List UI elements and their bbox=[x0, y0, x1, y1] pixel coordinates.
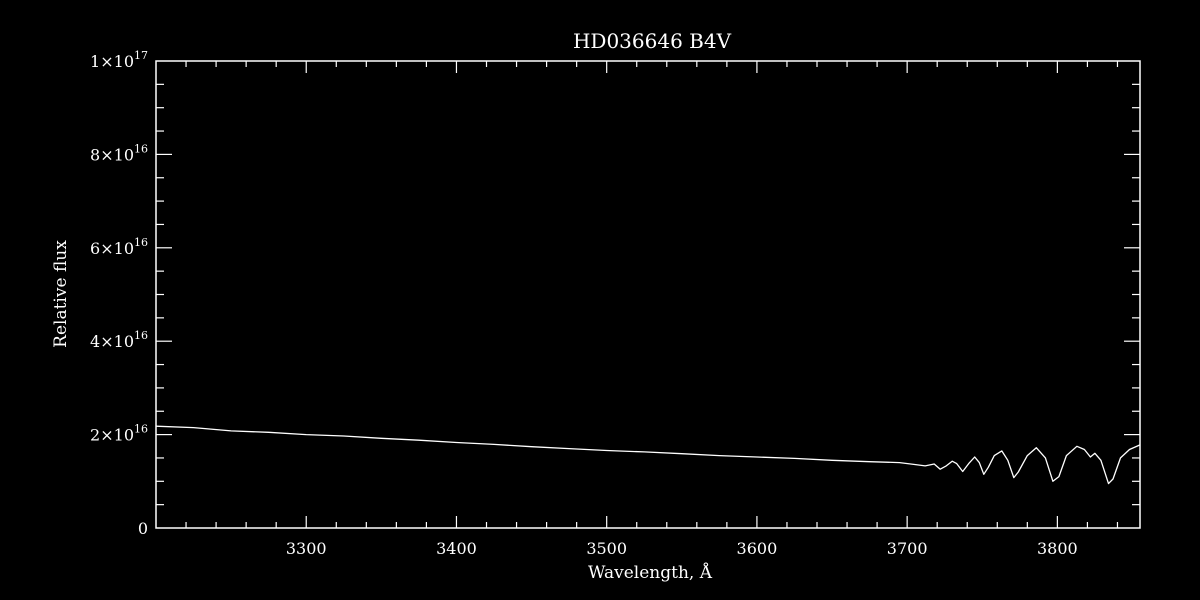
x-tick-label: 3300 bbox=[286, 539, 327, 558]
y-tick-labels: 0 2×1016 4×1016 6×1016 8×1016 1×1017 bbox=[90, 49, 148, 538]
x-tick-label: 3500 bbox=[586, 539, 627, 558]
y-tick-label: 2×1016 bbox=[90, 423, 148, 445]
spectrum-line bbox=[155, 425, 1141, 485]
chart-title: HD036646 B4V bbox=[573, 29, 732, 53]
y-tick-label: 6×1016 bbox=[90, 236, 148, 258]
y-tick-label: 0 bbox=[138, 519, 148, 538]
y-axis-label: Relative flux bbox=[51, 240, 71, 348]
y-tick-label: 8×1016 bbox=[90, 142, 148, 164]
axis-ticks bbox=[156, 61, 1140, 528]
x-axis-label: Wavelength, Å bbox=[588, 562, 713, 583]
x-tick-label: 3800 bbox=[1037, 539, 1078, 558]
y-tick-label: 4×1016 bbox=[90, 329, 148, 351]
x-tick-label: 3400 bbox=[436, 539, 477, 558]
x-tick-label: 3600 bbox=[737, 539, 778, 558]
series-group bbox=[155, 425, 1141, 485]
x-tick-label: 3700 bbox=[887, 539, 928, 558]
x-tick-labels: 3300 3400 3500 3600 3700 3800 bbox=[286, 539, 1078, 558]
y-tick-label: 1×1017 bbox=[90, 49, 148, 71]
